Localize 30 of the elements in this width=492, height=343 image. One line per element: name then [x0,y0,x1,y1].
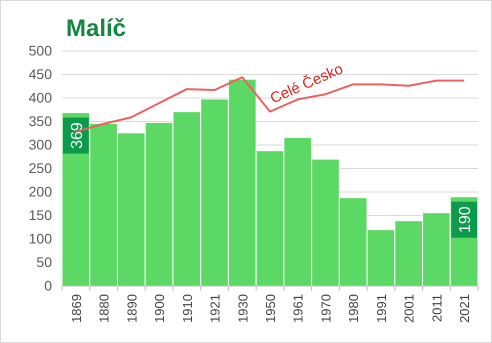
x-tick-label: 1980 [346,294,362,323]
y-tick-label: 100 [28,230,52,246]
x-tick-label: 2021 [457,294,472,323]
x-tick-label: 1869 [68,294,84,323]
data-label: 369 [68,122,86,149]
y-tick-label: 400 [28,89,52,106]
y-tick-label: 250 [28,160,52,176]
y-tick-label: 0 [44,277,52,294]
y-tick-label: 300 [28,136,52,152]
y-tick-label: 200 [28,183,52,200]
x-tick-label: 1890 [124,294,140,323]
x-tick-label: 2001 [402,294,417,323]
x-tick-label: 1991 [374,294,389,323]
x-tick-label: 2011 [429,294,444,322]
x-tick-label: 1970 [318,294,334,323]
x-tick-label: 1930 [235,294,250,323]
y-tick-label: 500 [28,42,52,58]
y-tick-label: 50 [36,254,52,270]
x-tick-label: 1900 [152,294,168,323]
y-tick-label: 450 [28,66,52,82]
x-tick-label: 1961 [290,294,306,323]
y-tick-label: 150 [28,206,52,223]
x-tick-label: 1950 [263,294,278,323]
y-tick-label: 350 [28,112,52,129]
x-tick-label: 1921 [208,294,223,323]
data-label: 190 [457,206,474,234]
chart-title: Malíč [66,15,126,42]
x-tick-label: 1880 [96,294,112,323]
x-tick-label: 1910 [180,294,195,323]
text: Celé Česko [267,60,346,108]
